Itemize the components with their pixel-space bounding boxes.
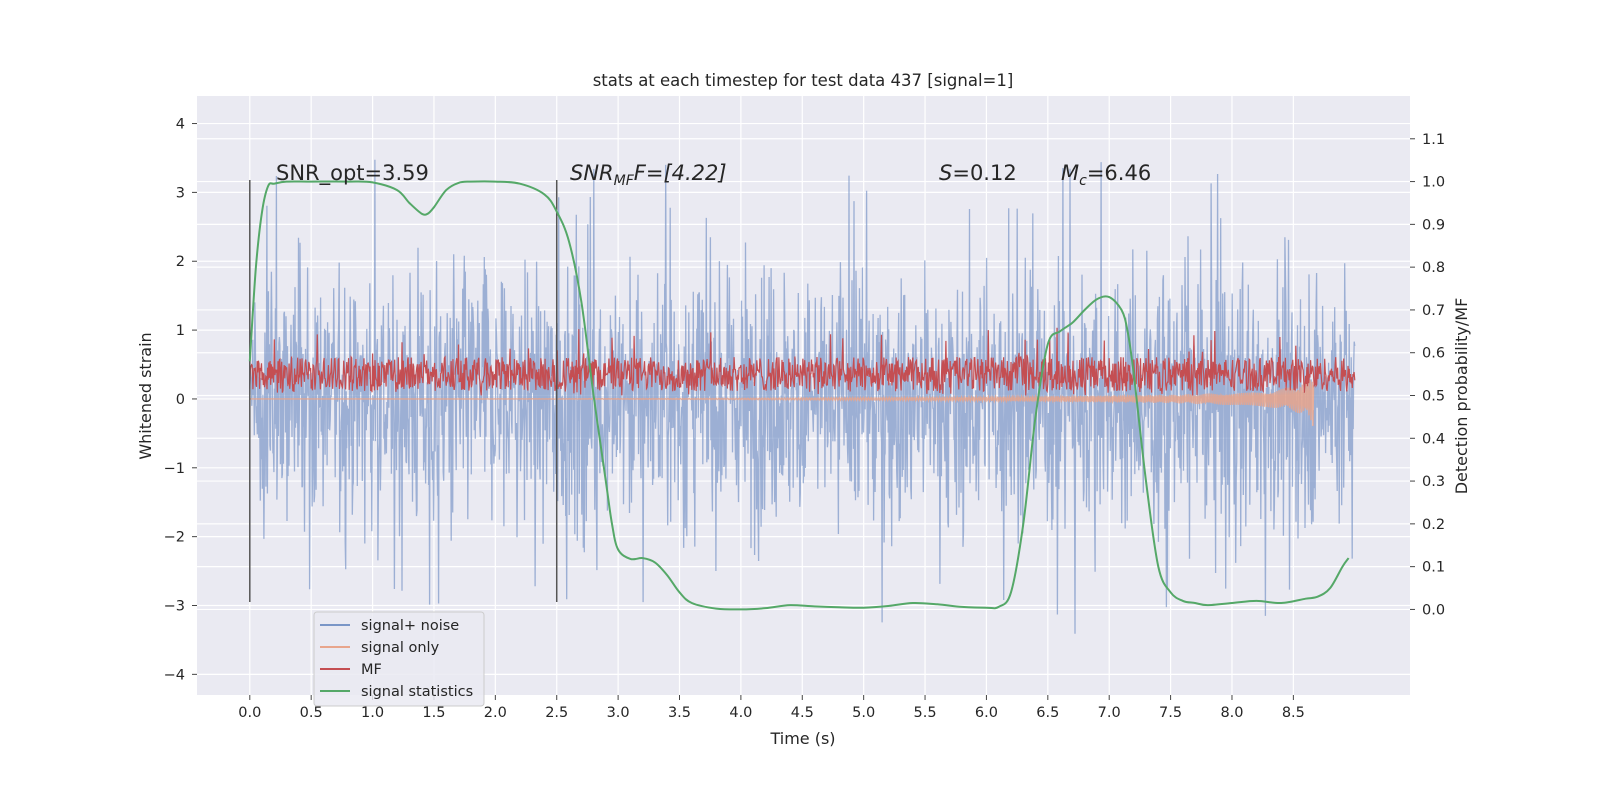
x-tick-label: 2.5 <box>545 705 568 721</box>
signal-statistics-series <box>248 180 1350 611</box>
x-tick-label: 7.5 <box>1159 705 1182 721</box>
y-axis-left-label: Whitened strain <box>136 332 155 459</box>
chart-title: stats at each timestep for test data 437… <box>593 71 1014 90</box>
x-tick-label: 6.0 <box>975 705 998 721</box>
legend-label-signal-noise: signal+ noise <box>361 618 459 634</box>
x-tick-label: 8.5 <box>1282 705 1305 721</box>
x-tick-label: 3.0 <box>607 705 630 721</box>
snr-mf-annotation: SNRMFF=[4.22] <box>570 161 727 189</box>
y-right-tick-label: 0.6 <box>1422 346 1445 362</box>
snr-mf-prefix: SNR <box>570 161 614 185</box>
mc-symbol: M <box>1061 161 1079 185</box>
x-axis-label: Time (s) <box>769 729 835 748</box>
y-right-tick-label: 0.9 <box>1422 217 1445 233</box>
y-right-tick-label: 0.3 <box>1422 474 1445 490</box>
y-right-tick-label: 0.0 <box>1422 602 1445 618</box>
mf-line <box>249 327 1356 396</box>
x-tick-label: 4.0 <box>729 705 752 721</box>
mc-subscript: c <box>1079 173 1087 189</box>
y-left-tick-label: −2 <box>164 530 185 546</box>
x-tick-label: 1.0 <box>361 705 384 721</box>
mc-value: =6.46 <box>1087 161 1151 185</box>
x-tick-label: 0.5 <box>300 705 323 721</box>
y-left-tick-label: 4 <box>176 117 185 133</box>
s-symbol: S <box>939 161 952 185</box>
vertical-markers <box>249 179 558 603</box>
x-tick-label: 4.5 <box>791 705 814 721</box>
snr-mf-subscript: MF <box>614 173 635 189</box>
y-axis-right-label: Detection probability/MF <box>1452 298 1471 495</box>
y-right-tick-label: 0.5 <box>1422 389 1445 405</box>
signal-noise-line <box>249 159 1356 634</box>
x-tick-label: 8.0 <box>1220 705 1243 721</box>
x-tick-label: 3.5 <box>668 705 691 721</box>
legend-box <box>313 611 485 707</box>
s-annotation: S=0.12 <box>939 161 1017 185</box>
y-left-tick-label: 1 <box>176 323 185 339</box>
x-tick-label: 1.5 <box>422 705 445 721</box>
y-right-tick-label: 1.1 <box>1422 132 1445 148</box>
y-right-tick-label: 0.1 <box>1422 560 1445 576</box>
x-tick-label: 0.0 <box>238 705 261 721</box>
y-left-tick-label: 2 <box>176 254 185 270</box>
snr-mf-value: F=[4.22] <box>634 161 727 185</box>
signal-noise-series <box>249 159 1356 634</box>
y-right-tick-label: 1.0 <box>1422 175 1445 191</box>
snr-opt-annotation: SNR_opt=3.59 <box>276 161 429 186</box>
y-right-tick-label: 0.8 <box>1422 260 1445 276</box>
x-tick-label: 6.5 <box>1036 705 1059 721</box>
mc-annotation: Mc=6.46 <box>1061 161 1151 189</box>
y-left-tick-label: 0 <box>176 392 185 408</box>
legend-label-signal-statistics: signal statistics <box>361 684 473 700</box>
y-right-tick-label: 0.4 <box>1422 431 1445 447</box>
y-left-tick-label: −4 <box>164 667 185 683</box>
y-right-tick-label: 0.2 <box>1422 517 1445 533</box>
legend-label-signal-only: signal only <box>361 640 440 656</box>
legend-label-mf: MF <box>361 662 382 678</box>
legend: signal+ noise signal only MF signal stat… <box>313 611 485 707</box>
x-tick-label: 7.0 <box>1098 705 1121 721</box>
y-left-tick-label: −3 <box>164 598 185 614</box>
y-left-tick-label: −1 <box>164 461 185 477</box>
y-right-tick-label: 0.7 <box>1422 303 1445 319</box>
y-left-tick-label: 3 <box>176 185 185 201</box>
mf-series <box>249 327 1356 396</box>
s-value: =0.12 <box>952 161 1016 185</box>
signal-statistics-line <box>248 180 1350 611</box>
tick-labels: 0.0 0.5 1.0 1.5 2.0 2.5 3.0 3.5 4.0 4.5 5.0 5.5 6.0 6… <box>164 117 1445 721</box>
x-tick-label: 5.5 <box>914 705 937 721</box>
x-tick-label: 5.0 <box>852 705 875 721</box>
x-tick-label: 2.0 <box>484 705 507 721</box>
